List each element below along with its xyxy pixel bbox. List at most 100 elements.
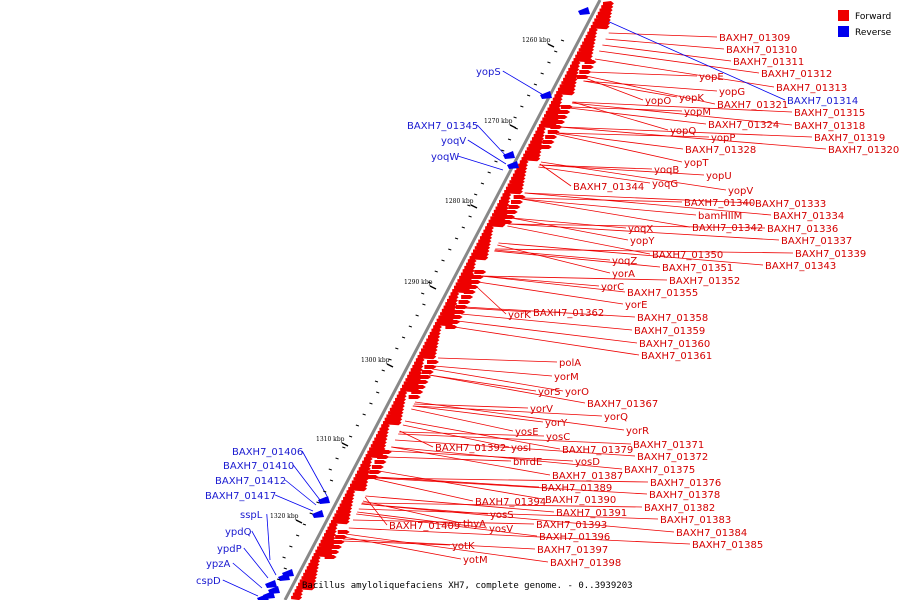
- reverse-gene-label: yopS: [476, 67, 501, 78]
- forward-leader-line: [464, 307, 532, 313]
- forward-leader-line: [559, 126, 813, 138]
- forward-gene-label: yopV: [728, 186, 753, 197]
- minor-tick: [547, 61, 551, 64]
- forward-gene-label: yoqZ: [612, 256, 637, 267]
- forward-gene-arrow: [458, 300, 471, 304]
- forward-gene-label: yorE: [625, 300, 647, 311]
- forward-gene-label: BAXH7_01309: [719, 33, 790, 44]
- forward-gene-label: yosI: [511, 443, 531, 454]
- forward-gene-label: BAXH7_01379: [562, 445, 633, 456]
- forward-gene-arrow: [471, 275, 484, 279]
- forward-gene-label: yopE: [699, 72, 724, 83]
- reverse-gene-label: cspD: [196, 576, 221, 587]
- minor-tick: [289, 545, 293, 548]
- forward-gene-label: BAXH7_01392: [435, 443, 506, 454]
- forward-leader-line: [414, 401, 625, 431]
- forward-gene-label: BAXH7_01397: [537, 545, 608, 556]
- reverse-gene-label: yoqW: [431, 152, 459, 163]
- reverse-leader-line: [232, 562, 263, 589]
- forward-gene-label: yotK: [452, 541, 475, 552]
- forward-leader-line: [461, 313, 633, 331]
- forward-gene-label: yosV: [489, 524, 513, 535]
- forward-gene-label: BAXH7_01382: [644, 503, 715, 514]
- forward-leader-line: [378, 470, 544, 500]
- forward-gene-arrow: [450, 315, 463, 319]
- legend-swatch-forward: [838, 10, 849, 21]
- forward-gene-label: thyA: [463, 519, 486, 530]
- minor-tick: [369, 402, 373, 405]
- forward-leader-line: [457, 320, 638, 344]
- minor-tick: [526, 94, 531, 97]
- kbp-tick-mark: [429, 285, 437, 290]
- forward-gene-label: BAXH7_01336: [767, 224, 838, 235]
- minor-tick: [309, 512, 313, 515]
- forward-gene-arrow: [411, 390, 424, 394]
- forward-leader-line: [412, 405, 544, 423]
- forward-gene-label: BAXH7_01378: [649, 490, 720, 501]
- forward-gene-arrow: [466, 285, 479, 289]
- kbp-tick-mark: [295, 519, 303, 524]
- reverse-leader-line: [502, 70, 546, 97]
- forward-gene-label: yotM: [463, 555, 488, 566]
- forward-gene-arrow: [453, 310, 466, 314]
- forward-leader-line: [389, 450, 574, 462]
- forward-gene-arrow: [545, 135, 558, 139]
- minor-tick: [468, 215, 472, 218]
- forward-leader-line: [344, 536, 462, 560]
- forward-leader-line: [402, 424, 510, 448]
- forward-gene-arrow: [445, 325, 458, 329]
- forward-leader-line: [391, 446, 623, 470]
- reverse-gene-label: BAXH7_01345: [407, 121, 478, 132]
- forward-leader-line: [362, 500, 462, 524]
- forward-leader-line: [481, 275, 668, 281]
- minor-tick: [302, 523, 307, 526]
- forward-gene-label: yopQ: [670, 126, 696, 137]
- forward-leader-line: [572, 101, 793, 113]
- forward-gene-label: yorM: [554, 372, 579, 383]
- forward-leader-line: [361, 503, 675, 533]
- reverse-leader-line: [457, 155, 504, 171]
- forward-leader-line: [539, 164, 653, 170]
- forward-gene-label: BAXH7_01393: [536, 520, 607, 531]
- forward-gene-arrow: [377, 455, 390, 459]
- forward-leader-line: [386, 456, 512, 462]
- forward-leader-line: [539, 164, 705, 176]
- forward-gene-label: BAXH7_01319: [814, 133, 885, 144]
- forward-gene-label: yopO: [645, 96, 671, 107]
- forward-gene-label: BAXH7_01390: [545, 495, 616, 506]
- forward-gene-label: BAXH7_01394: [475, 497, 546, 508]
- forward-gene-label: BAXH7_01355: [627, 288, 698, 299]
- forward-leader-line: [556, 132, 710, 138]
- forward-leader-line: [356, 513, 538, 537]
- minor-tick: [513, 116, 517, 119]
- forward-gene-arrow: [555, 115, 568, 119]
- forward-gene-arrow: [448, 320, 460, 324]
- forward-leader-line: [508, 223, 780, 241]
- forward-gene-label: BAXH7_01409: [389, 521, 460, 532]
- reverse-gene-label: BAXH7_01406: [232, 447, 303, 458]
- reverse-gene-label: BAXH7_01412: [215, 476, 286, 487]
- forward-gene-arrow: [576, 75, 589, 79]
- reverse-leader-line: [292, 464, 321, 501]
- forward-gene-arrow: [419, 375, 432, 379]
- genome-axis: [283, 0, 602, 600]
- forward-gene-label: yorQ: [604, 412, 628, 423]
- forward-gene-arrow: [324, 555, 337, 559]
- reverse-gene-arrow: [318, 496, 330, 504]
- forward-gene-label: BAXH7_01321: [717, 100, 788, 111]
- forward-gene-arrow: [461, 295, 474, 299]
- forward-leader-line: [341, 540, 451, 546]
- forward-leader-line: [524, 192, 754, 204]
- forward-gene-arrow: [469, 280, 481, 284]
- forward-gene-label: BAXH7_01391: [556, 508, 627, 519]
- minor-tick: [448, 248, 452, 251]
- forward-gene-arrow: [379, 450, 392, 454]
- forward-gene-label: BAXH7_01371: [633, 440, 704, 451]
- forward-leader-line: [399, 431, 545, 437]
- forward-leader-line: [412, 405, 603, 417]
- reverse-gene-arrow: [540, 91, 552, 99]
- kbp-ticks: 1260 kbp 1270 kbp 1280 kbp 1290 kbp 1300 kbp…: [270, 37, 565, 581]
- forward-leader-line: [433, 365, 553, 377]
- forward-leader-line: [594, 58, 775, 88]
- reverse-leader-line: [301, 450, 328, 497]
